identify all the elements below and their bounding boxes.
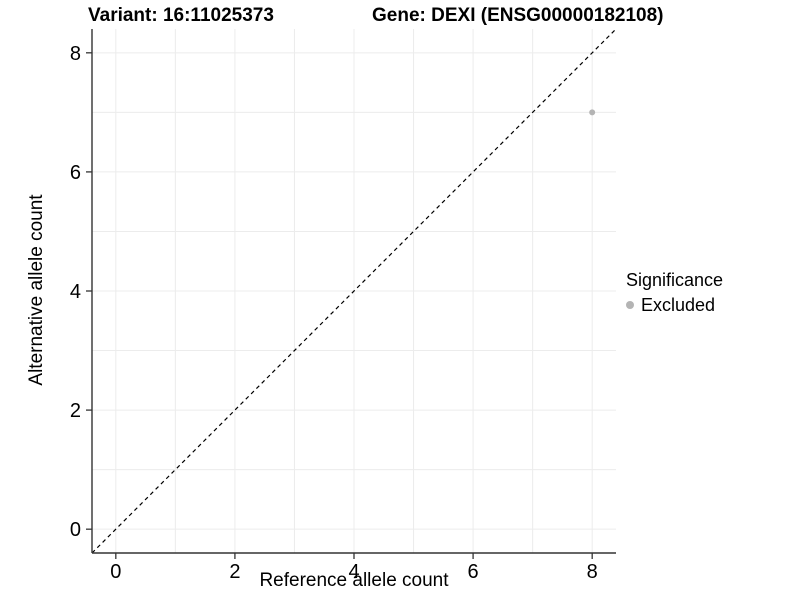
y-tick-label: 4 [70, 281, 81, 303]
x-tick-label: 0 [110, 561, 121, 583]
y-tick-label: 6 [70, 162, 81, 184]
x-tick-label: 4 [348, 561, 359, 583]
identity-line [91, 28, 617, 554]
legend-item-label: Excluded [641, 295, 716, 315]
x-tick-label: 6 [468, 561, 479, 583]
legend-item-excluded: Excluded [626, 294, 723, 316]
y-tick-label: 0 [70, 519, 81, 541]
data-point [589, 109, 596, 116]
x-axis-label: Reference allele count [259, 570, 449, 591]
legend-point-marker-icon [626, 301, 634, 309]
plot-title-gene: Gene: DEXI (ENSG00000182108) [372, 5, 664, 26]
x-tick-label: 2 [229, 561, 240, 583]
legend-title: Significance [626, 270, 724, 290]
x-tick-label: 8 [587, 561, 598, 583]
y-tick-label: 8 [70, 43, 81, 65]
plot-title-variant: Variant: 16:11025373 [88, 5, 274, 26]
legend: Significance Excluded [626, 269, 723, 316]
y-tick-label: 2 [70, 400, 81, 422]
y-axis-label: Alternative allele count [26, 194, 47, 386]
